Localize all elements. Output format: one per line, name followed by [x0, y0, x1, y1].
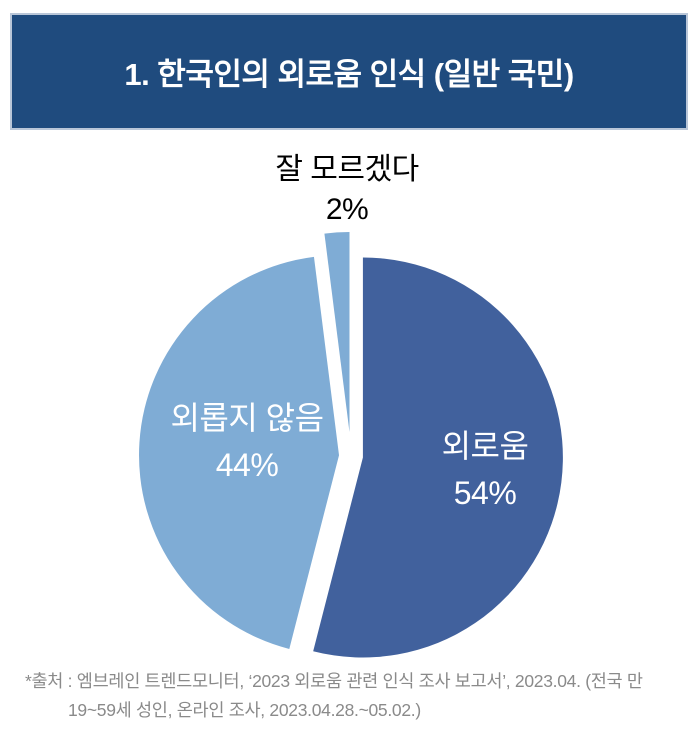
source-note-line2: 19~59세 성인, 온라인 조사, 2023.04.28.~05.02.)	[68, 700, 421, 720]
slice-label-lonely-name: 외로움	[441, 428, 529, 464]
source-note-line1: *출처 : 엠브레인 트렌드모니터, ‘2023 외로움 관련 인식 조사 보고…	[25, 671, 643, 691]
pie-slice-2pct	[324, 232, 350, 433]
slice-label-unknown-name: 잘 모르겠다	[275, 153, 419, 186]
slice-label-not-lonely-value: 44%	[215, 447, 279, 483]
title-banner: 1. 한국인의 외로움 인식 (일반 국민)	[10, 13, 688, 130]
source-note: *출처 : 엠브레인 트렌드모니터, ‘2023 외로움 관련 인식 조사 보고…	[25, 667, 692, 725]
slice-label-lonely-value: 54%	[453, 475, 517, 511]
slice-label-unknown: 잘 모르겠다 2%	[0, 150, 694, 230]
page-title: 1. 한국인의 외로움 인식 (일반 국민)	[124, 57, 574, 92]
slice-label-unknown-value: 2%	[325, 193, 369, 226]
pie-slice-54pct	[313, 257, 563, 658]
slice-label-not-lonely: 외롭지 않음 44%	[162, 395, 332, 489]
slice-label-not-lonely-name: 외롭지 않음	[170, 400, 324, 436]
pie-slice-44pct	[139, 256, 340, 649]
slice-label-lonely: 외로움 54%	[400, 423, 570, 517]
